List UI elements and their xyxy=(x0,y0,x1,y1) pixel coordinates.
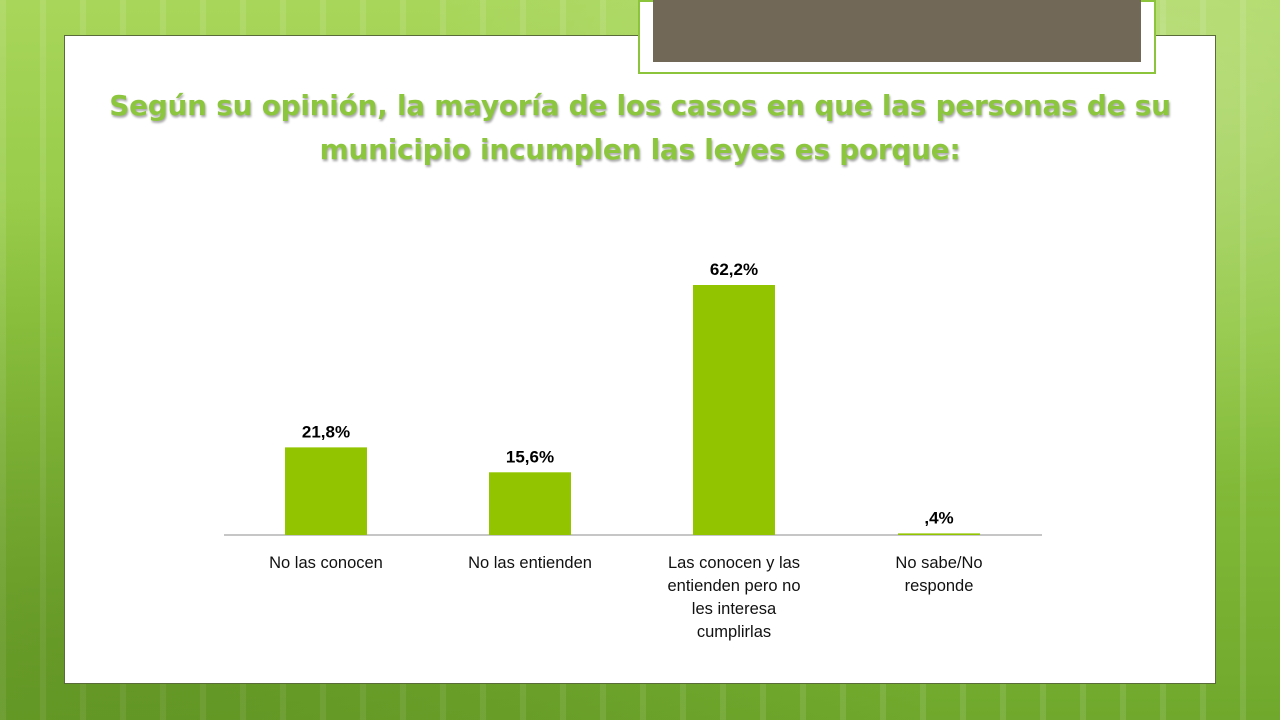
category-label-3: No sabe/No responde xyxy=(895,554,982,595)
bar-3 xyxy=(898,533,980,535)
slide-panel xyxy=(64,35,1216,684)
category-label-2: Las conocen y las entienden pero no les in… xyxy=(667,554,800,641)
value-label-3: ,4% xyxy=(924,508,953,527)
category-label-1: No las entienden xyxy=(468,554,592,572)
value-label-2: 62,2% xyxy=(710,260,758,279)
bar-1 xyxy=(489,472,571,535)
bar-2 xyxy=(693,285,775,535)
value-label-0: 21,8% xyxy=(302,422,350,441)
category-label-0: No las conocen xyxy=(269,554,383,572)
slide-title: Según su opinión, la mayoría de los caso… xyxy=(109,89,1171,166)
header-tab-block xyxy=(653,0,1141,62)
bar-0 xyxy=(285,447,367,535)
value-label-1: 15,6% xyxy=(506,447,554,466)
